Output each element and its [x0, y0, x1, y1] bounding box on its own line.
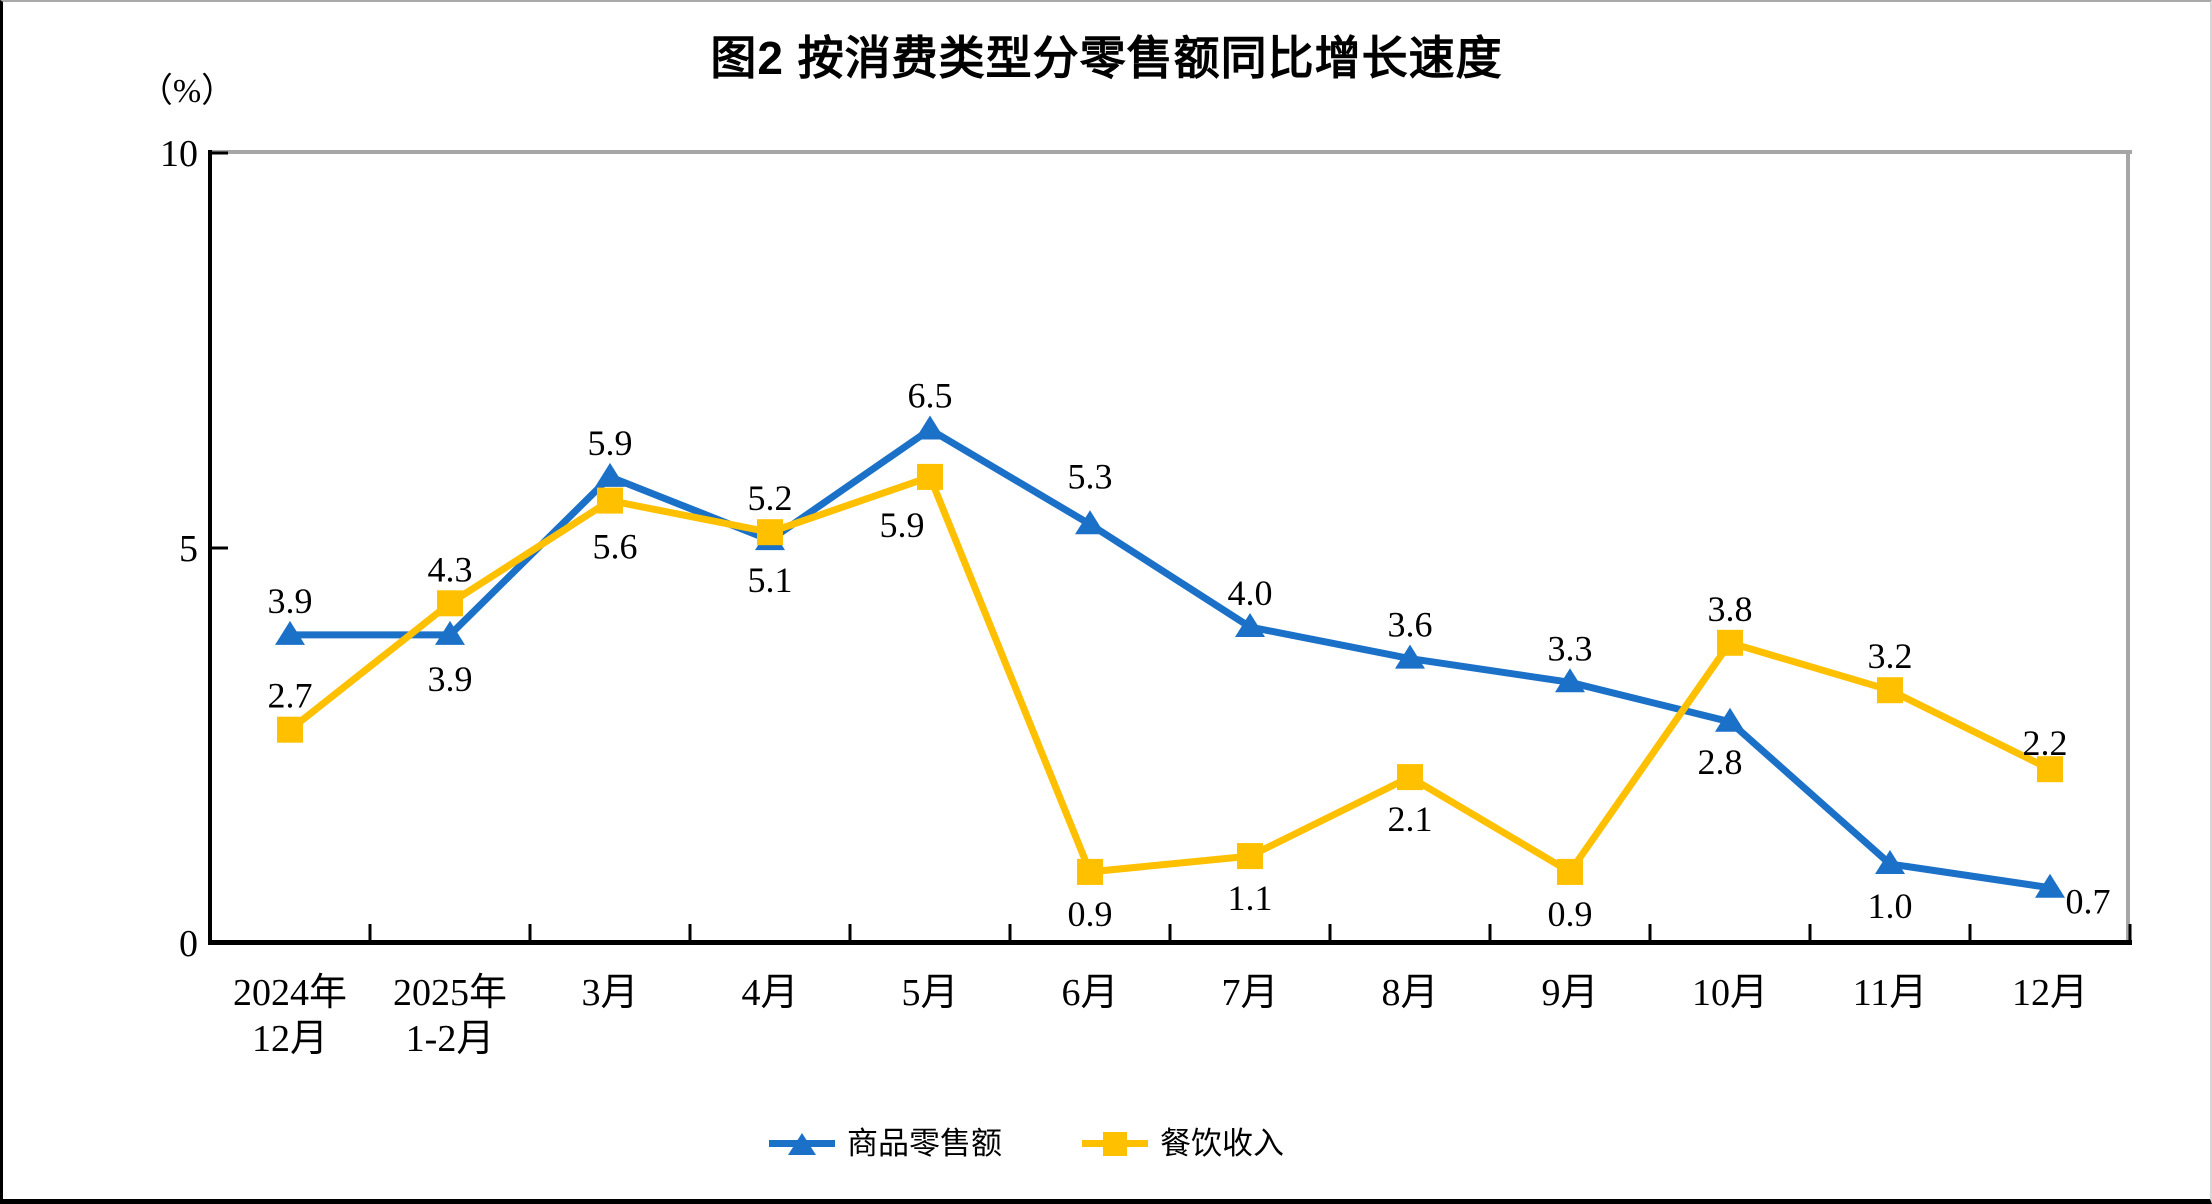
- x-category-label: 1-2月: [406, 1018, 495, 1060]
- x-tick: [2128, 924, 2132, 941]
- goods-retail-data-label: 3.6: [1388, 605, 1433, 645]
- y-tick-label: 5: [179, 528, 198, 570]
- x-tick: [1328, 924, 1332, 941]
- catering-data-label: 4.3: [428, 549, 473, 589]
- x-category-label: 2024年: [233, 972, 347, 1014]
- x-tick: [1808, 924, 1812, 941]
- goods-retail-data-label: 5.1: [748, 560, 793, 600]
- square-marker-icon: [597, 487, 623, 514]
- goods-retail-data-label: 3.3: [1548, 628, 1593, 668]
- x-category-label: 7月: [1221, 972, 1278, 1014]
- x-category-label: 4月: [741, 972, 798, 1014]
- triangle-marker-icon: [2035, 873, 2065, 898]
- x-category-label: 6月: [1061, 972, 1118, 1014]
- square-marker-icon: [437, 590, 463, 617]
- catering-legend-line-icon: [1082, 1131, 1148, 1156]
- triangle-marker-icon: [1715, 707, 1745, 732]
- square-marker-icon: [1077, 858, 1103, 885]
- y-tick-label: 0: [179, 923, 198, 965]
- triangle-marker-icon: [1875, 850, 1905, 874]
- catering-data-label: 0.9: [1068, 894, 1113, 934]
- legend-item-catering: 餐饮收入: [1082, 1128, 1284, 1159]
- triangle-marker-icon: [435, 620, 465, 645]
- triangle-marker-icon: [1235, 613, 1265, 637]
- x-category-label: 3月: [581, 972, 638, 1014]
- x-tick: [848, 924, 852, 941]
- x-category-label: 11月: [1853, 972, 1928, 1014]
- x-tick: [1968, 924, 1972, 941]
- triangle-marker-icon: [1395, 644, 1425, 669]
- goods-retail-line: [286, 426, 2054, 892]
- plot-border-right: [2126, 150, 2130, 943]
- triangle-marker-icon: [788, 1132, 816, 1155]
- square-marker-icon: [1877, 677, 1903, 704]
- x-category-label: 12月: [252, 1018, 328, 1060]
- goods-retail-legend-line-icon: [769, 1132, 835, 1155]
- square-marker-icon: [277, 716, 303, 743]
- catering-data-label: 1.1: [1228, 878, 1273, 918]
- square-marker-icon: [1717, 629, 1743, 656]
- square-marker-icon: [1557, 858, 1583, 885]
- legend-item-goods-retail: 商品零售额: [769, 1128, 1002, 1159]
- triangle-marker-icon: [275, 620, 305, 645]
- triangle-marker-icon: [915, 415, 945, 440]
- x-axis: [208, 940, 2132, 945]
- square-marker-icon: [1103, 1131, 1127, 1156]
- x-tick: [528, 924, 532, 941]
- legend-label-goods-retail: 商品零售额: [847, 1126, 1002, 1161]
- goods-retail-data-label: 2.8: [1698, 742, 1743, 782]
- goods-retail-data-label: 6.5: [908, 376, 953, 416]
- goods-retail-data-label: 5.9: [588, 423, 633, 463]
- legend-label-catering: 餐饮收入: [1160, 1126, 1284, 1161]
- x-tick: [1648, 924, 1652, 941]
- triangle-marker-icon: [1555, 668, 1585, 693]
- catering-line: [286, 473, 2054, 876]
- x-tick: [1168, 924, 1172, 941]
- x-category-label: 12月: [2012, 972, 2088, 1014]
- catering-data-label: 2.1: [1388, 799, 1433, 839]
- catering-data-label: 3.2: [1868, 636, 1913, 676]
- legend: 商品零售额 餐饮收入: [3, 1128, 2210, 1159]
- catering-data-label: 2.7: [268, 676, 313, 716]
- catering-data-label: 3.8: [1708, 589, 1753, 629]
- square-marker-icon: [1237, 843, 1263, 870]
- x-tick: [368, 924, 372, 941]
- chart-title: 图2 按消费类型分零售额同比增长速度: [710, 32, 1503, 84]
- x-category-label: 9月: [1541, 972, 1598, 1014]
- goods-retail-data-label: 4.0: [1228, 573, 1273, 613]
- y-tick: [212, 151, 228, 155]
- x-tick: [1488, 924, 1492, 941]
- goods-retail-data-label: 0.7: [2066, 882, 2111, 922]
- y-axis-unit-label: （%）: [139, 72, 235, 110]
- triangle-marker-icon: [1075, 510, 1105, 535]
- plot-border-top: [208, 150, 2132, 154]
- x-category-label: 2025年: [393, 972, 507, 1014]
- x-category-label: 8月: [1381, 972, 1438, 1014]
- goods-retail-data-label: 3.9: [268, 581, 313, 621]
- catering-data-label: 5.6: [593, 527, 638, 567]
- y-axis: [208, 150, 212, 945]
- catering-data-label: 2.2: [2023, 723, 2068, 763]
- x-tick: [1008, 924, 1012, 941]
- square-marker-icon: [2037, 756, 2063, 783]
- catering-data-label: 0.9: [1548, 894, 1593, 934]
- catering-data-label: 5.2: [748, 478, 793, 518]
- x-category-label: 5月: [901, 972, 958, 1014]
- square-marker-icon: [757, 519, 783, 546]
- goods-retail-data-label: 5.3: [1068, 456, 1113, 496]
- catering-data-label: 5.9: [880, 505, 925, 545]
- y-tick-label: 10: [160, 133, 198, 175]
- x-tick: [688, 924, 692, 941]
- square-marker-icon: [1397, 764, 1423, 791]
- square-marker-icon: [917, 463, 943, 490]
- triangle-marker-icon: [595, 462, 625, 487]
- goods-retail-data-label: 1.0: [1868, 886, 1913, 926]
- goods-retail-data-label: 3.9: [428, 659, 473, 699]
- y-tick: [212, 546, 228, 550]
- x-category-label: 10月: [1692, 972, 1768, 1014]
